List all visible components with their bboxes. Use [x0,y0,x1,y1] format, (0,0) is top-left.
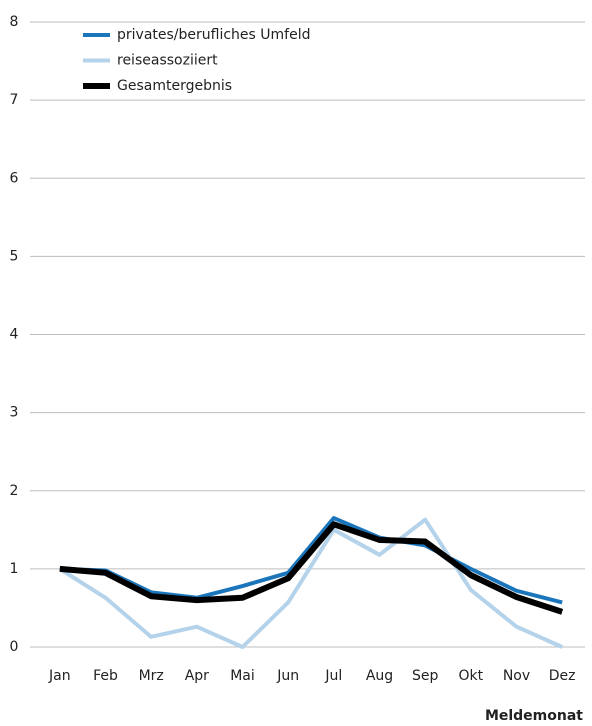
series-line [59,516,563,605]
legend-label: reiseassoziiert [117,53,218,69]
x-tick-label: Jul [324,668,342,684]
x-tick-label: Jan [48,668,71,684]
series-line [59,521,564,615]
legend-label: privates/berufliches Umfeld [117,27,310,43]
x-tick-label: Nov [503,668,530,684]
y-tick-label: 7 [10,92,19,108]
x-tick-label: Feb [93,668,118,684]
x-tick-label: Mrz [139,668,164,684]
y-tick-label: 4 [10,327,19,343]
y-tick-label: 8 [10,14,19,30]
y-tick-label: 5 [10,248,19,264]
x-tick-label: Mai [230,668,255,684]
legend-label: Gesamtergebnis [117,78,232,94]
x-tick-label: Dez [549,668,576,684]
series-line [58,517,563,649]
x-tick-label: Aug [366,668,393,684]
x-tick-label: Apr [185,668,209,684]
y-tick-label: 2 [10,483,19,499]
x-tick-label: Sep [412,668,439,684]
y-tick-label: 6 [10,170,19,186]
y-tick-label: 0 [10,639,19,655]
y-tick-label: 3 [10,405,19,421]
x-tick-label: Jun [276,668,299,684]
y-tick-label: 1 [10,561,19,577]
x-tick-label: Okt [459,668,484,684]
x-axis-title: Meldemonat [485,708,583,724]
